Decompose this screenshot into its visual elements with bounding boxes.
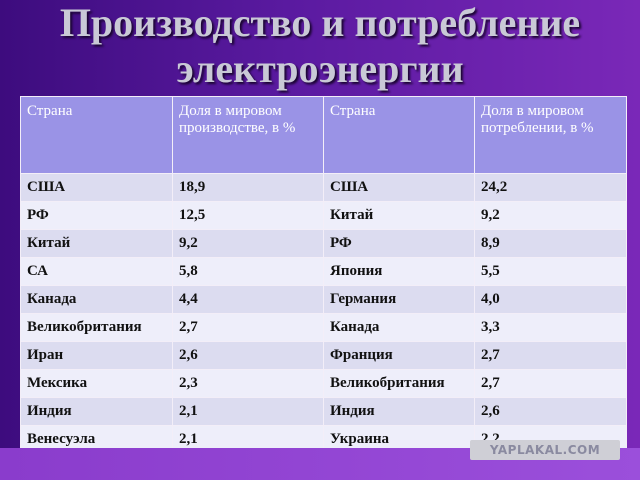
cell-share-consumption: 2,7 (474, 341, 627, 370)
cell-share-production: 2,6 (172, 341, 324, 370)
cell-share-production: 2,7 (172, 313, 324, 342)
cell-country-consumption: Франция (323, 341, 475, 370)
header-country-consumption: Страна (323, 96, 475, 174)
table-row: Великобритания 2,7 Канада 3,3 (20, 313, 627, 342)
cell-share-production: 18,9 (172, 173, 324, 202)
cell-country-consumption: Индия (323, 397, 475, 426)
cell-share-production: 2,3 (172, 369, 324, 398)
cell-country-production: США (20, 173, 173, 202)
cell-country-consumption: Китай (323, 201, 475, 230)
cell-country-production: Великобритания (20, 313, 173, 342)
header-share-production: Доля в мировом производстве, в % (172, 96, 324, 174)
header-country-production: Страна (20, 96, 173, 174)
cell-country-consumption: Германия (323, 285, 475, 314)
table-row: Канада 4,4 Германия 4,0 (20, 285, 627, 314)
cell-country-production: Индия (20, 397, 173, 426)
slide-title-line-2: электроэнергии (176, 46, 464, 91)
cell-country-consumption: США (323, 173, 475, 202)
cell-country-production: Мексика (20, 369, 173, 398)
cell-share-consumption: 4,0 (474, 285, 627, 314)
table-row: Индия 2,1 Индия 2,6 (20, 397, 627, 426)
cell-country-production: РФ (20, 201, 173, 230)
cell-country-consumption: РФ (323, 229, 475, 258)
cell-share-production: 4,4 (172, 285, 324, 314)
cell-country-production: Канада (20, 285, 173, 314)
cell-share-production: 2,1 (172, 397, 324, 426)
table-row: США 18,9 США 24,2 (20, 173, 627, 202)
table-header-row: Страна Доля в мировом производстве, в % … (20, 96, 627, 174)
table-row: Китай 9,2 РФ 8,9 (20, 229, 627, 258)
cell-country-consumption: Великобритания (323, 369, 475, 398)
table-row: РФ 12,5 Китай 9,2 (20, 201, 627, 230)
table-row: СА 5,8 Япония 5,5 (20, 257, 627, 286)
slide-title: Производство и потребление электроэнерги… (0, 0, 640, 92)
cell-share-production: 5,8 (172, 257, 324, 286)
cell-share-production: 12,5 (172, 201, 324, 230)
cell-share-consumption: 3,3 (474, 313, 627, 342)
cell-country-consumption: Япония (323, 257, 475, 286)
watermark-logo: YAPLAKAL.COM (470, 440, 620, 460)
slide-title-line-1: Производство и потребление (59, 0, 581, 45)
cell-country-production: Китай (20, 229, 173, 258)
cell-share-consumption: 24,2 (474, 173, 627, 202)
electricity-table: Страна Доля в мировом производстве, в % … (20, 96, 627, 454)
cell-share-consumption: 8,9 (474, 229, 627, 258)
cell-share-consumption: 2,6 (474, 397, 627, 426)
table-body: США 18,9 США 24,2 РФ 12,5 Китай 9,2 Китай 9,2 РФ 8,… (20, 173, 627, 454)
header-share-consumption: Доля в мировом потреблении, в % (474, 96, 627, 174)
cell-share-consumption: 5,5 (474, 257, 627, 286)
cell-share-consumption: 9,2 (474, 201, 627, 230)
cell-country-production: Иран (20, 341, 173, 370)
table-row: Мексика 2,3 Великобритания 2,7 (20, 369, 627, 398)
cell-country-production: СА (20, 257, 173, 286)
table-row: Иран 2,6 Франция 2,7 (20, 341, 627, 370)
cell-country-consumption: Канада (323, 313, 475, 342)
cell-share-consumption: 2,7 (474, 369, 627, 398)
cell-share-production: 9,2 (172, 229, 324, 258)
